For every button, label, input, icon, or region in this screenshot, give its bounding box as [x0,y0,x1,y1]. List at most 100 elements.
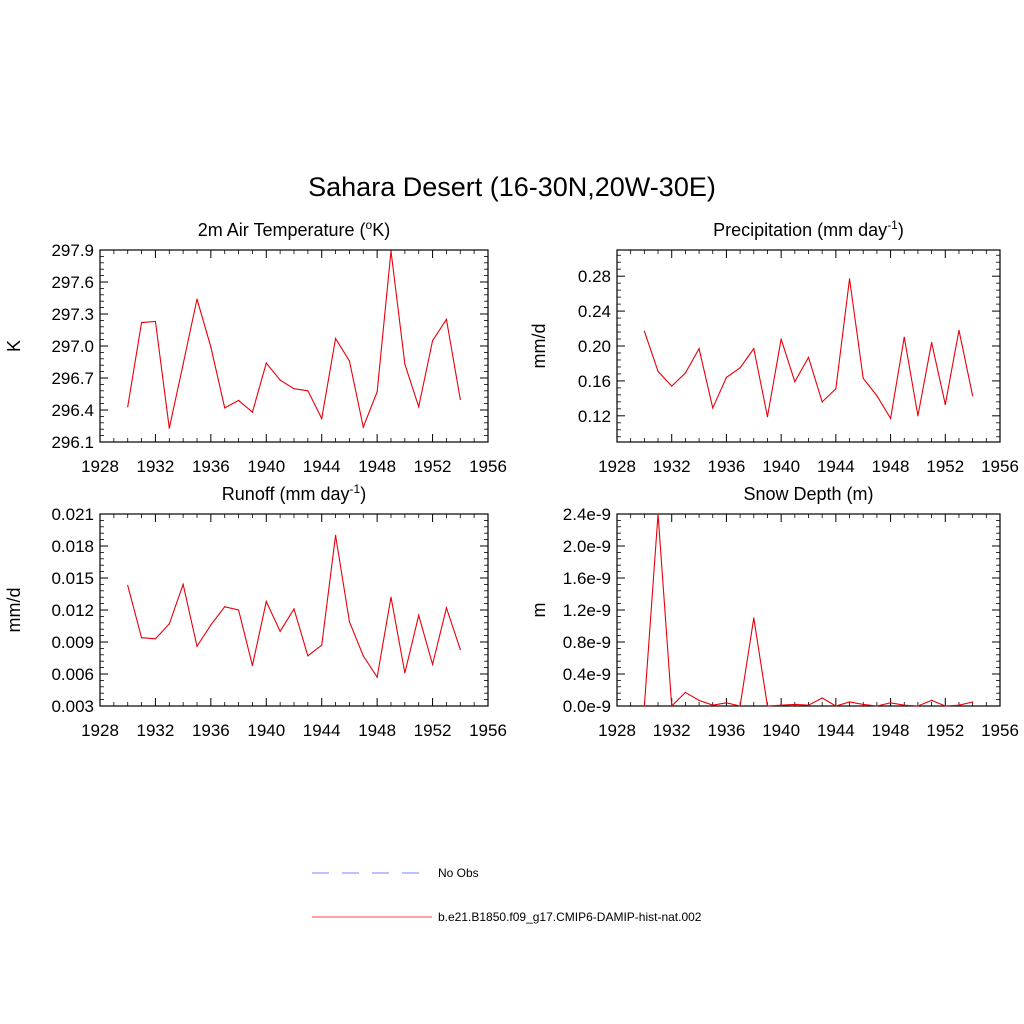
data-point [794,703,796,706]
plot-frame [616,513,1001,707]
panel-title-main: 2m Air Temperature ( [198,220,366,240]
data-point [182,583,184,586]
y-axis-label: m [529,603,549,618]
data-point [944,403,946,406]
x-tick-label: 1956 [469,721,507,740]
y-tick-label: 296.4 [51,401,94,420]
data-point [780,338,782,340]
panel-snow-depth: 1928 1932 1936 1940 1944 1948 1952 1956 0.0e-9 0.… [529,484,1019,740]
data-point [154,320,157,323]
data-point [168,623,170,625]
y-tick-label: 0.24 [578,302,611,321]
legend-label: No Obs [438,866,479,880]
x-tick-label: 1940 [247,457,285,476]
panel-title-sup: -1 [887,218,898,232]
data-point [766,705,769,707]
data-point [739,367,741,369]
y-tick-label: 296.7 [51,369,94,388]
data-point [862,377,864,379]
data-point [279,379,281,381]
x-tick-label: 1948 [358,457,396,476]
legend-entry: No Obs [312,866,479,880]
x-tick-label: 1928 [598,457,636,476]
x-tick-label: 1956 [981,457,1019,476]
x-tick-label: 1936 [192,457,230,476]
x-tick-label: 1932 [653,457,691,476]
y-tick-label: 2.0e-9 [563,537,611,556]
data-point [876,395,878,397]
data-point [459,398,461,400]
x-tick-label: 1952 [414,721,452,740]
data-point [684,372,686,374]
x-tick-label: 1952 [414,457,452,476]
x-tick-label: 1944 [303,721,341,740]
data-point [807,704,810,706]
y-tick-label: 0.021 [51,505,94,524]
data-point [944,705,946,707]
data-point [643,330,645,332]
y-tick-label: 297.3 [51,305,94,324]
data-point [334,534,337,536]
data-point [210,624,212,626]
data-point [712,704,714,706]
data-point [431,340,434,342]
y-tick-label: 297.9 [51,241,94,260]
data-point [684,691,686,694]
x-tick-label: 1948 [872,721,910,740]
data-point [807,356,810,358]
data-point [362,426,364,428]
data-point [712,407,714,409]
data-point [917,705,919,707]
x-tick-label: 1932 [653,721,691,740]
legend-label: b.e21.B1850.f09_g17.CMIP6-DAMIP-hist-nat… [438,910,702,924]
series-line-precipitation [643,278,974,420]
data-point [348,621,351,623]
data-point [196,645,198,647]
panel-runoff: 1928 1932 1936 1940 1944 1948 1952 1956 0.003 0.0… [4,482,507,740]
data-point [390,250,392,252]
data-point [404,672,406,674]
data-point [657,513,659,515]
y-tick-label: 0.018 [51,537,94,556]
x-tick-label: 1928 [598,721,636,740]
series-line-runoff [127,535,461,679]
data-point [862,703,864,706]
data-point [931,699,933,702]
data-point [431,663,434,666]
data-point [404,363,406,365]
data-point [140,321,143,324]
y-tick-label: 0.006 [51,665,94,684]
panels-group: 1928 1932 1936 1940 1944 1948 1952 1956 296.1 296… [4,218,1019,740]
data-point [224,606,226,608]
data-point [958,329,960,331]
y-axis-label: mm/d [529,324,549,369]
panel-title-sup: -1 [350,482,361,496]
y-tick-label: 2.4e-9 [563,505,611,524]
data-point [794,381,796,383]
panel-title-end: K) [372,220,390,240]
data-point [127,584,129,587]
x-tick-label: 1944 [817,721,855,740]
y-axis-label: mm/d [4,588,24,633]
panel-title-sup: o [366,218,373,232]
data-point [224,407,226,409]
data-point [903,704,905,706]
data-point [889,417,892,420]
y-tick-label: 0.16 [578,372,611,391]
panel-title-main: Snow Depth (m) [743,484,873,504]
y-axis-label: K [4,340,24,352]
legend: No Obs b.e21.B1850.f09_g17.CMIP6-DAMIP-hi… [312,866,702,924]
panel-title: Snow Depth (m) [743,484,873,504]
x-tick-label: 1940 [762,457,800,476]
y-tick-label: 0.8e-9 [563,633,611,652]
data-point [376,676,378,678]
data-point [168,427,170,429]
data-point [237,399,240,401]
data-point [334,337,337,340]
x-tick-label: 1928 [81,457,119,476]
data-point [307,390,309,392]
x-tick-label: 1940 [762,721,800,740]
panel-title: 2m Air Temperature (oK) [198,218,390,240]
x-tick-label: 1948 [358,721,396,740]
data-point [889,702,892,704]
